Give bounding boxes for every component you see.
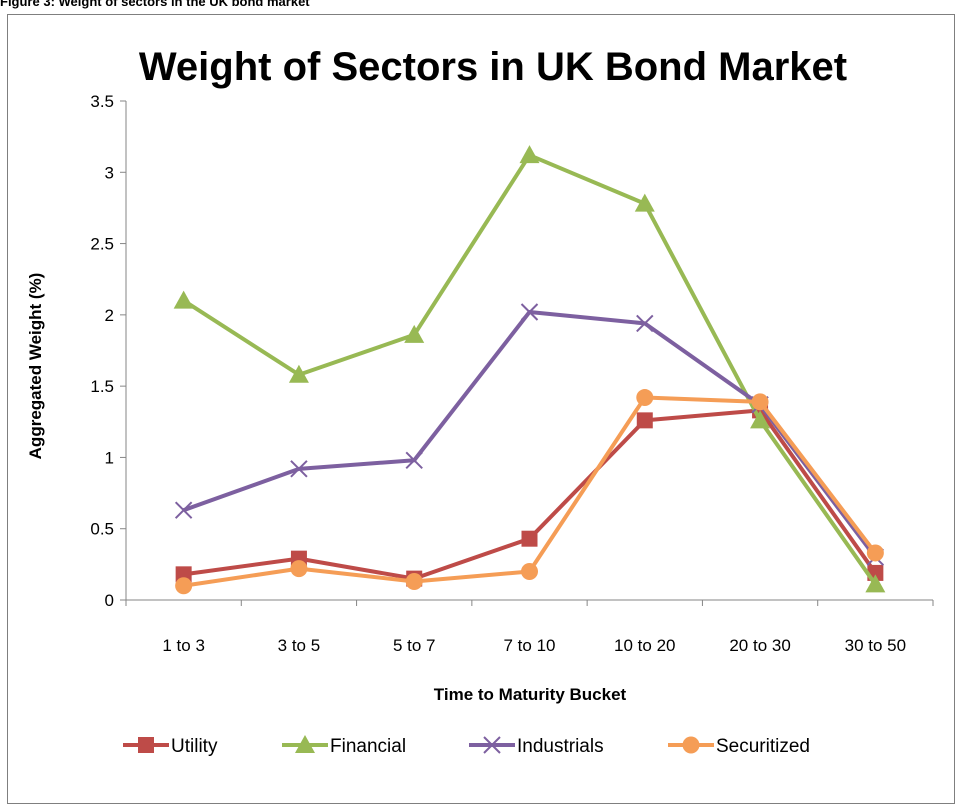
data-point-utility [521, 530, 538, 547]
data-point-securitized [405, 572, 423, 590]
figure-caption: Figure 3: Weight of sectors in the UK bo… [0, 0, 310, 9]
y-tick-label: 1.5 [90, 377, 114, 396]
legend-item-industrials: Industrials [469, 736, 604, 757]
legend-label: Industrials [517, 736, 604, 757]
y-tick-label: 0 [105, 591, 114, 610]
legend-swatch-marker [138, 737, 154, 753]
x-tick-label: 10 to 20 [614, 636, 675, 655]
data-point-industrials [174, 501, 193, 519]
data-point-financial [404, 324, 425, 343]
data-point-securitized [636, 389, 654, 407]
series-line-financial [182, 153, 877, 586]
data-point-financial [865, 574, 886, 593]
x-tick-label: 3 to 5 [278, 636, 321, 655]
legend-swatch-marker [295, 735, 315, 753]
legend-item-securitized: Securitized [668, 736, 810, 757]
data-point-securitized [290, 560, 308, 578]
x-axis: 1 to 3 3 to 5 5 to 7 7 to 10 10 to 20 20 to 3… [125, 599, 934, 655]
x-tick-label: 1 to 3 [162, 636, 205, 655]
data-point-financial [173, 290, 194, 309]
legend-swatch-marker [682, 736, 700, 754]
data-point-financial [634, 193, 655, 212]
series-financial [173, 145, 886, 593]
legend-swatch-marker [483, 736, 501, 754]
data-point-utility [636, 412, 653, 429]
data-point-securitized [751, 393, 769, 411]
x-tick-label: 20 to 30 [729, 636, 790, 655]
legend-item-utility: Utility [123, 736, 218, 757]
y-tick-label: 2.5 [90, 235, 114, 254]
data-point-industrials [636, 314, 654, 333]
legend-label: Financial [330, 736, 406, 757]
x-axis-label: Time to Maturity Bucket [434, 685, 627, 704]
y-tick-label: 3.5 [90, 92, 114, 111]
data-point-financial [519, 145, 540, 164]
legend-label: Utility [171, 736, 218, 757]
data-point-financial [288, 364, 309, 383]
x-tick-label: 5 to 7 [393, 636, 436, 655]
data-point-industrials [405, 451, 423, 469]
y-tick-label: 2 [105, 306, 114, 325]
data-point-industrials [520, 303, 539, 321]
y-tick-label: 3 [105, 163, 114, 182]
series-lines [173, 145, 886, 595]
y-tick-label: 1 [105, 448, 114, 467]
legend: Utility Financial Industrials Securitized [123, 735, 810, 757]
x-tick-label: 7 to 10 [504, 636, 556, 655]
legend-item-financial: Financial [282, 735, 406, 757]
data-point-industrials [290, 460, 308, 478]
y-axis-label: Aggregated Weight (%) [26, 273, 45, 460]
data-point-financial [750, 410, 771, 429]
chart-title: Weight of Sectors in UK Bond Market [139, 45, 847, 89]
legend-label: Securitized [716, 736, 810, 757]
y-axis: 0 0.5 1 1.5 2 2.5 3 3.5 [90, 92, 127, 610]
data-point-securitized [175, 577, 193, 595]
y-tick-label: 0.5 [90, 520, 114, 539]
data-point-securitized [521, 562, 538, 580]
x-tick-label: 30 to 50 [845, 636, 906, 655]
data-point-securitized [866, 544, 884, 562]
series-securitized [175, 389, 884, 595]
